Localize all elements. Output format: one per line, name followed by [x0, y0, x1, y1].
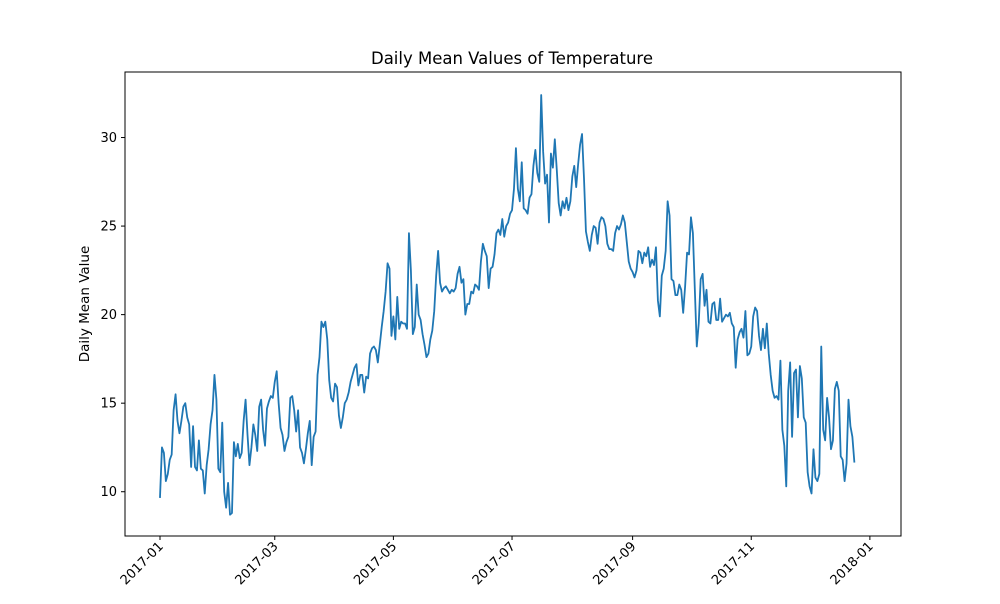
y-axis-label: Daily Mean Value: [77, 246, 93, 363]
y-tick-label: 10: [100, 485, 117, 500]
chart-title: Daily Mean Values of Temperature: [371, 49, 653, 68]
y-tick-label: 30: [100, 131, 117, 146]
y-tick-label: 20: [100, 308, 117, 323]
series-line: [159, 94, 856, 516]
y-tick-label: 15: [100, 397, 117, 412]
y-tick-label: 25: [100, 220, 117, 235]
axes-frame: [124, 71, 902, 537]
